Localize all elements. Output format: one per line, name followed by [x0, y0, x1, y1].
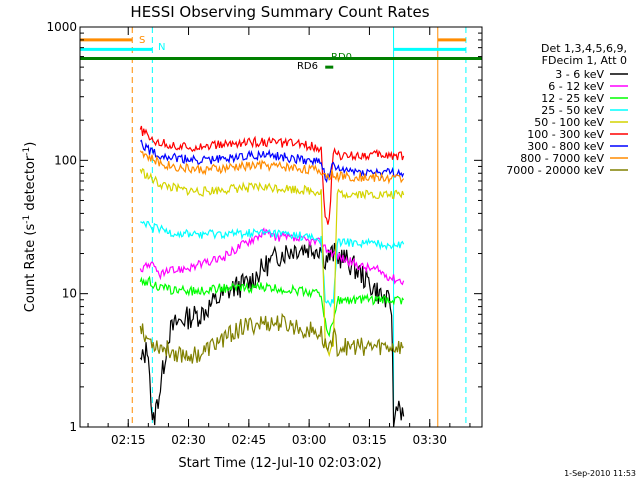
x-axis-label: Start Time (12-Jul-10 02:03:02) [178, 456, 381, 471]
flag-label-n: N [158, 42, 165, 53]
series-line-0 [139, 240, 405, 428]
x-tick-label: 02:30 [171, 433, 206, 447]
y-axis-label: Count Rate (s-1 detector-1) [22, 142, 38, 313]
series-line-3 [140, 220, 405, 308]
plot-layer: S N RD0 RD6 [80, 27, 482, 428]
series-line-5 [139, 125, 405, 225]
legend: Det 1,3,4,5,6,9,FDecim 1, Att 03 - 6 keV… [506, 42, 628, 177]
y-tick-label: 100 [54, 153, 77, 167]
legend-header-1: FDecim 1, Att 0 [542, 54, 627, 67]
y-tick-label: 1 [69, 420, 77, 434]
x-tick-label: 03:15 [352, 433, 387, 447]
x-tick-label: 02:15 [111, 433, 146, 447]
y-tick-label: 10 [62, 287, 77, 301]
flag-label-s: S [139, 35, 145, 46]
legend-label-2: 12 - 25 keV [541, 92, 604, 105]
legend-label-5: 100 - 300 keV [527, 128, 604, 141]
series-line-4 [139, 167, 405, 358]
x-axis: 02:15 02:30 02:45 03:00 03:15 03:30 [87, 27, 471, 447]
series-line-8 [139, 312, 404, 364]
flag-label-rd6: RD6 [297, 61, 318, 72]
chart-title: HESSI Observing Summary Count Rates [130, 3, 429, 21]
legend-label-0: 3 - 6 keV [555, 68, 604, 81]
footer-date: 1-Sep-2010 11:53 [564, 469, 636, 478]
legend-label-1: 6 - 12 keV [548, 80, 604, 93]
y-tick-label: 1000 [46, 20, 77, 34]
series-line-7 [139, 150, 405, 185]
plot-frame [79, 26, 483, 428]
x-tick-label: 03:30 [412, 433, 447, 447]
flag-label-rd0: RD0 [331, 52, 352, 63]
y-axis: 1 10 100 1000 [46, 20, 482, 434]
legend-header-0: Det 1,3,4,5,6,9, [541, 42, 627, 55]
series-line-2 [139, 275, 405, 338]
legend-label-7: 800 - 7000 keV [520, 152, 604, 165]
series-line-6 [139, 139, 405, 184]
legend-label-3: 25 - 50 keV [541, 104, 604, 117]
legend-label-6: 300 - 800 keV [527, 140, 604, 153]
legend-label-4: 50 - 100 keV [534, 116, 604, 129]
series-line-1 [139, 227, 405, 286]
legend-label-8: 7000 - 20000 keV [506, 164, 604, 177]
x-tick-label: 03:00 [292, 433, 327, 447]
x-tick-label: 02:45 [232, 433, 267, 447]
